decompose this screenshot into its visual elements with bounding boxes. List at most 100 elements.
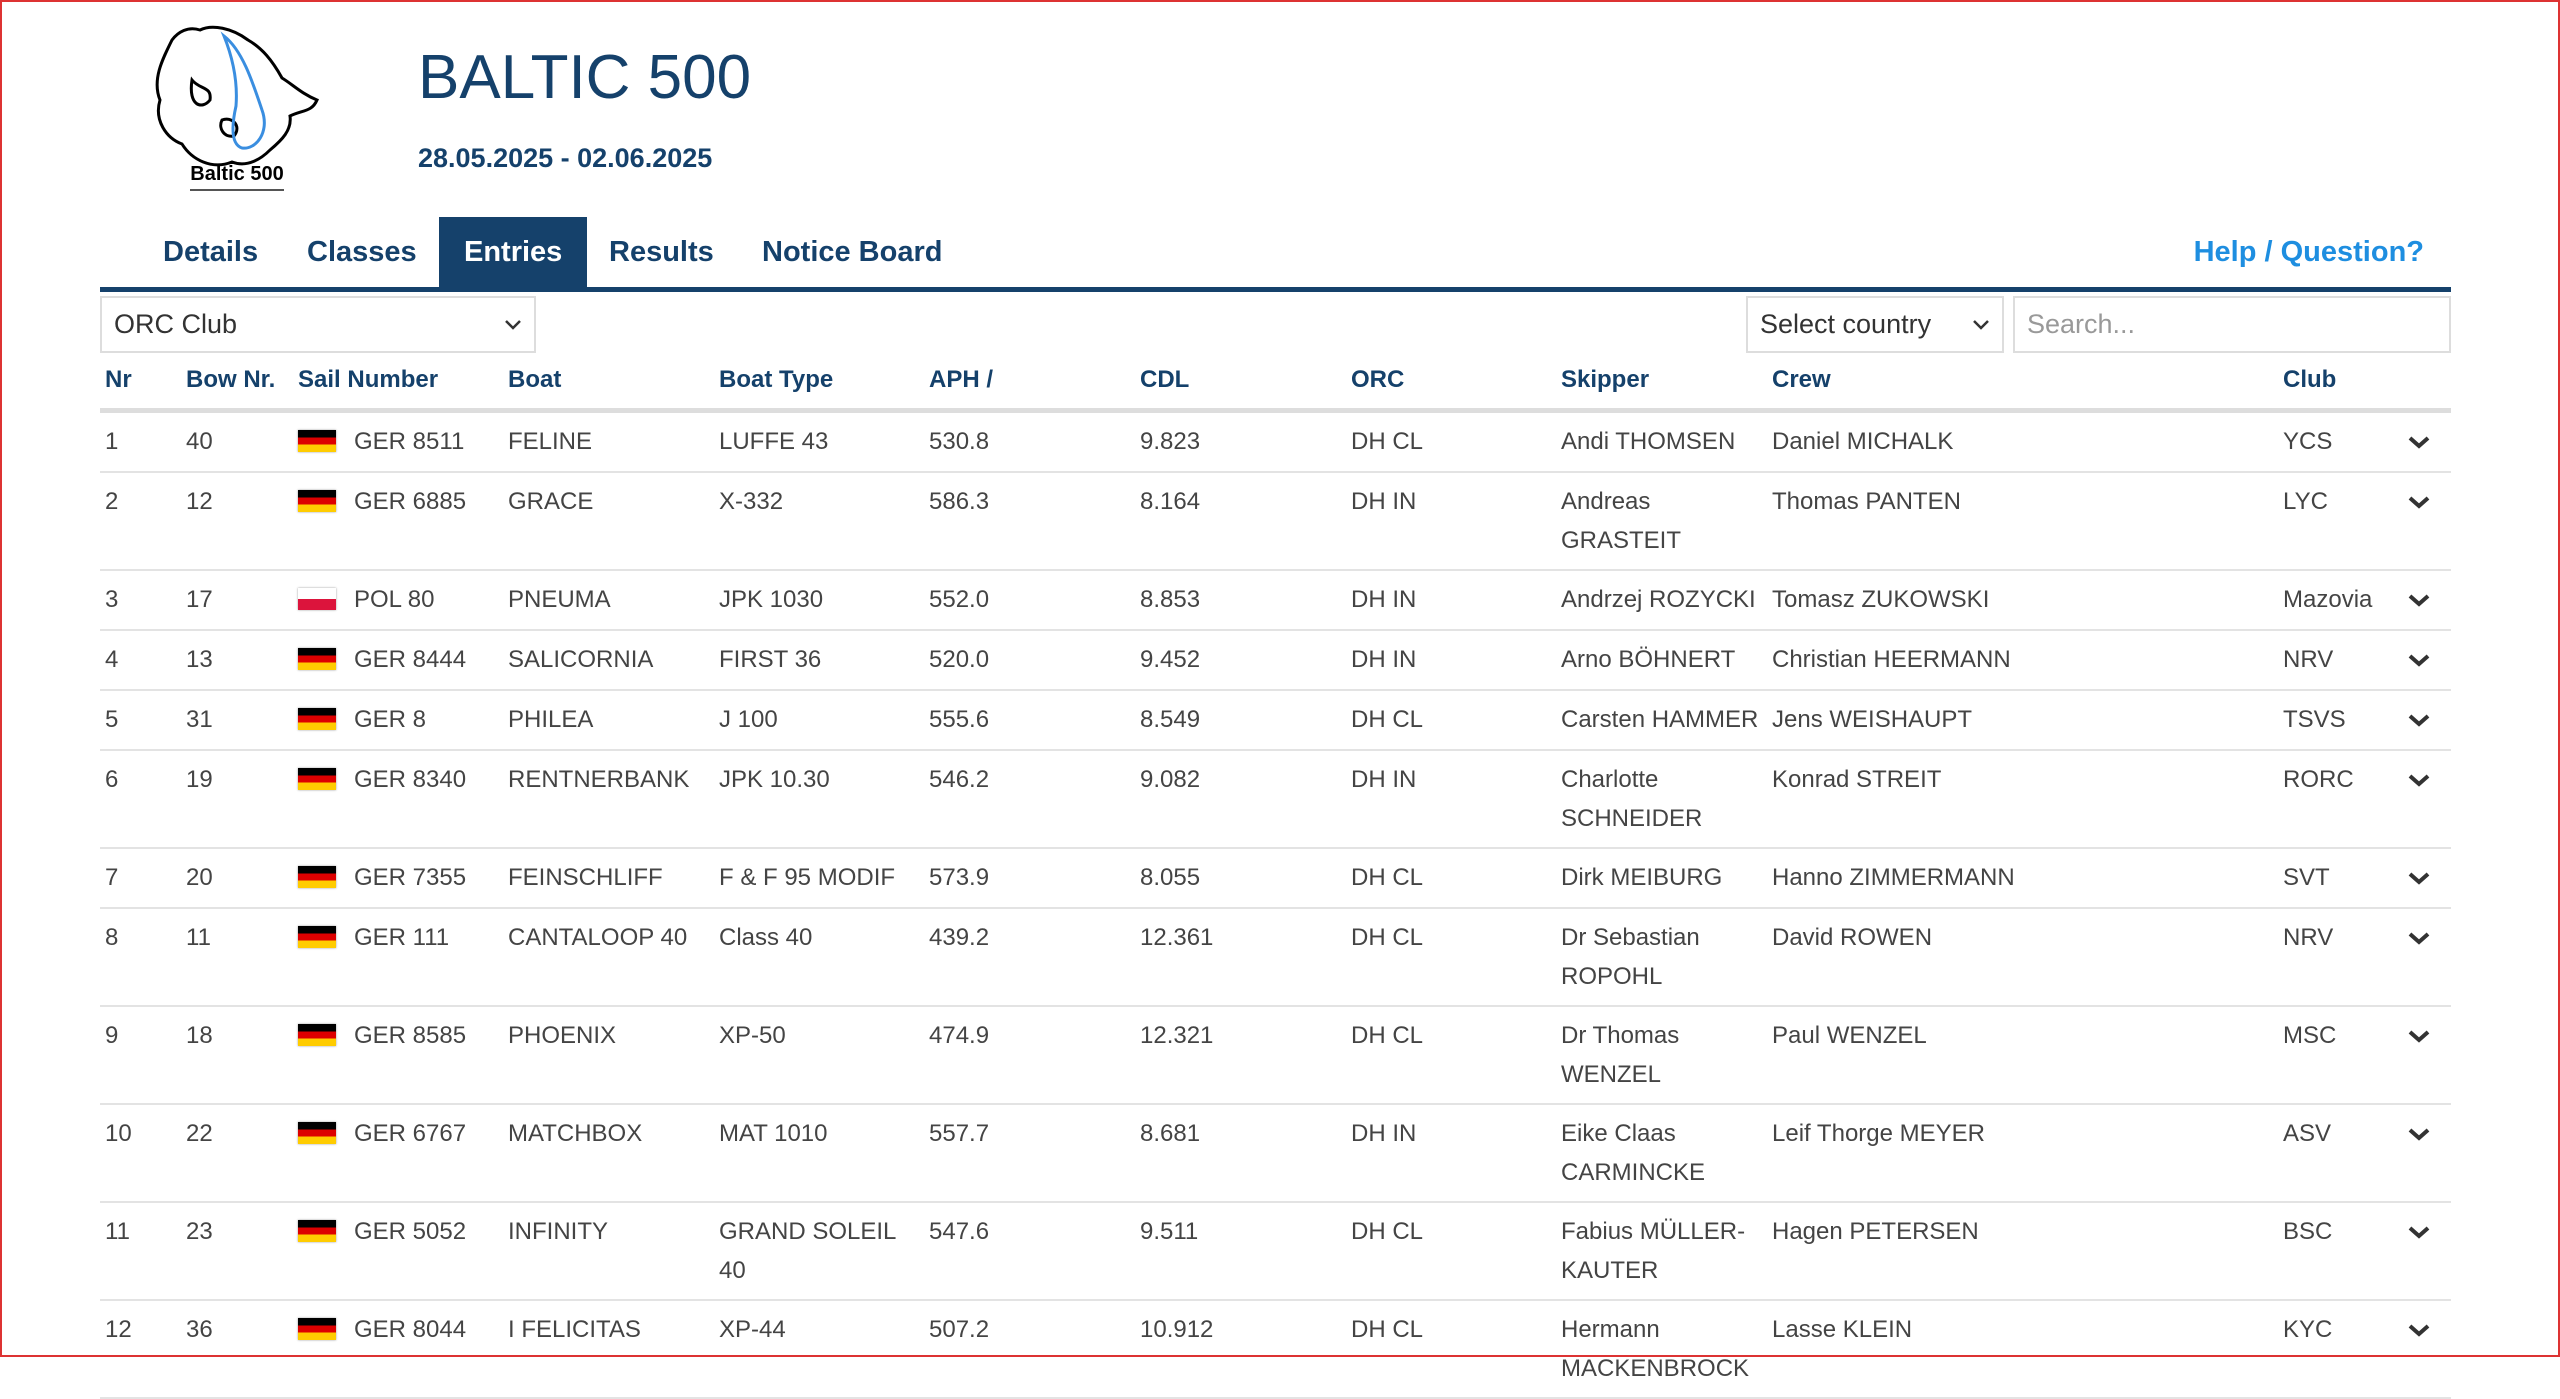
cell: DH CL — [1346, 848, 1556, 909]
entry-row: 3 17 POL 80 PNEUMA JPK 1030 552.0 8.853 DH IN An… — [100, 570, 2451, 631]
flag-icon — [298, 768, 336, 790]
expand-toggle[interactable] — [2407, 587, 2431, 614]
cell: Charlotte SCHNEIDER — [1556, 750, 1767, 849]
flag-icon — [298, 490, 336, 512]
column-header: ORC — [1346, 360, 1556, 413]
cell: PHILEA — [503, 690, 714, 751]
sail-number: GER 111 — [354, 924, 450, 951]
cell: 546.2 — [924, 750, 1135, 849]
cell: DH CL — [1346, 410, 1556, 473]
sail-number-cell: GER 6767 — [293, 1104, 503, 1203]
expand-cell — [2402, 410, 2451, 473]
cell: 4 — [100, 630, 181, 691]
class-select[interactable]: ORC Club — [100, 296, 536, 353]
entry-row: 12 36 GER 8044 I FELICITAS XP-44 507.2 10.912 D… — [100, 1300, 2451, 1399]
sail-number-cell: GER 8444 — [293, 630, 503, 691]
expand-cell — [2402, 1202, 2451, 1301]
column-header: Boat — [503, 360, 714, 413]
sail-number-cell: GER 6885 — [293, 472, 503, 571]
expand-toggle[interactable] — [2407, 707, 2431, 734]
tab[interactable]: Classes — [307, 236, 417, 268]
column-header: APH / — [924, 360, 1135, 413]
tab[interactable]: Details — [163, 236, 259, 268]
cell: 12.361 — [1135, 908, 1346, 1007]
expand-cell — [2402, 750, 2451, 849]
flag-icon — [298, 648, 336, 670]
cell: FEINSCHLIFF — [503, 848, 714, 909]
cell: 36 — [181, 1300, 293, 1399]
sail-number: GER 8585 — [354, 1022, 467, 1049]
cell: RORC — [2278, 750, 2402, 849]
expand-toggle[interactable] — [2407, 1219, 2431, 1246]
cell: DH IN — [1346, 750, 1556, 849]
nav-bar: Details Classes Entries Results Notice B… — [100, 217, 2451, 292]
cell: 474.9 — [924, 1006, 1135, 1105]
search-input[interactable]: Search... — [2013, 296, 2451, 353]
cell: 23 — [181, 1202, 293, 1301]
cell: 5 — [100, 690, 181, 751]
sail-number: GER 8444 — [354, 646, 467, 673]
cell: SALICORNIA — [503, 630, 714, 691]
cell: DH IN — [1346, 472, 1556, 571]
sail-number-cell: GER 5052 — [293, 1202, 503, 1301]
cell: FIRST 36 — [714, 630, 924, 691]
sail-number-cell: GER 8044 — [293, 1300, 503, 1399]
cell: 12 — [181, 472, 293, 571]
cell: F & F 95 MODIF — [714, 848, 924, 909]
cell: SVT — [2278, 848, 2402, 909]
event-dates: 28.05.2025 - 02.06.2025 — [418, 143, 713, 173]
entry-row: 8 11 GER 111 CANTALOOP 40 Class 40 439.2 12.36… — [100, 908, 2451, 1007]
cell: MAT 1010 — [714, 1104, 924, 1203]
entry-row: 4 13 GER 8444 SALICORNIA FIRST 36 520.0 9.452 D… — [100, 630, 2451, 691]
cell: Hanno ZIMMERMANN — [1767, 848, 2278, 909]
expand-toggle[interactable] — [2407, 429, 2431, 456]
cell: 9.452 — [1135, 630, 1346, 691]
cell: Dr Thomas WENZEL — [1556, 1006, 1767, 1105]
expand-toggle[interactable] — [2407, 1121, 2431, 1148]
expand-toggle[interactable] — [2407, 489, 2431, 516]
entry-row: 6 19 GER 8340 RENTNERBANK JPK 10.30 546.2 9.08… — [100, 750, 2451, 849]
cell: Jens WEISHAUPT — [1767, 690, 2278, 751]
cell: DH CL — [1346, 690, 1556, 751]
expand-toggle[interactable] — [2407, 925, 2431, 952]
tab[interactable]: Notice Board — [762, 236, 943, 268]
cell: 555.6 — [924, 690, 1135, 751]
cell: 547.6 — [924, 1202, 1135, 1301]
help-link[interactable]: Help / Question? — [2193, 236, 2424, 268]
cell: Hagen PETERSEN — [1767, 1202, 2278, 1301]
column-header: Crew — [1767, 360, 2278, 413]
expand-toggle[interactable] — [2407, 1317, 2431, 1344]
country-select[interactable]: Select country — [1746, 296, 2004, 353]
cell: 13 — [181, 630, 293, 691]
cell: INFINITY — [503, 1202, 714, 1301]
cell: Eike Claas CARMINCKE — [1556, 1104, 1767, 1203]
expand-toggle[interactable] — [2407, 1023, 2431, 1050]
cell: 439.2 — [924, 908, 1135, 1007]
logo: Baltic 500 — [155, 25, 319, 191]
cell: 11 — [181, 908, 293, 1007]
cell: XP-44 — [714, 1300, 924, 1399]
cell: DH IN — [1346, 570, 1556, 631]
cell: DH CL — [1346, 908, 1556, 1007]
sail-number: GER 8511 — [354, 428, 465, 455]
cell: Class 40 — [714, 908, 924, 1007]
expand-toggle[interactable] — [2407, 647, 2431, 674]
expand-toggle[interactable] — [2407, 767, 2431, 794]
cell: 20 — [181, 848, 293, 909]
cell: 31 — [181, 690, 293, 751]
column-header: Sail Number — [293, 360, 503, 413]
cell: ASV — [2278, 1104, 2402, 1203]
flag-icon — [298, 1122, 336, 1144]
tab[interactable]: Results — [609, 236, 714, 268]
cell: Arno BÖHNERT — [1556, 630, 1767, 691]
sail-number: GER 8340 — [354, 766, 467, 793]
cell: GRACE — [503, 472, 714, 571]
cell: Tomasz ZUKOWSKI — [1767, 570, 2278, 631]
cell: Mazovia — [2278, 570, 2402, 631]
entry-row: 5 31 GER 8 PHILEA J 100 555.6 8.549 DH CL Carste… — [100, 690, 2451, 751]
cell: PNEUMA — [503, 570, 714, 631]
cell: DH CL — [1346, 1202, 1556, 1301]
tab-active[interactable]: Entries — [439, 217, 588, 287]
cell: 19 — [181, 750, 293, 849]
expand-toggle[interactable] — [2407, 865, 2431, 892]
